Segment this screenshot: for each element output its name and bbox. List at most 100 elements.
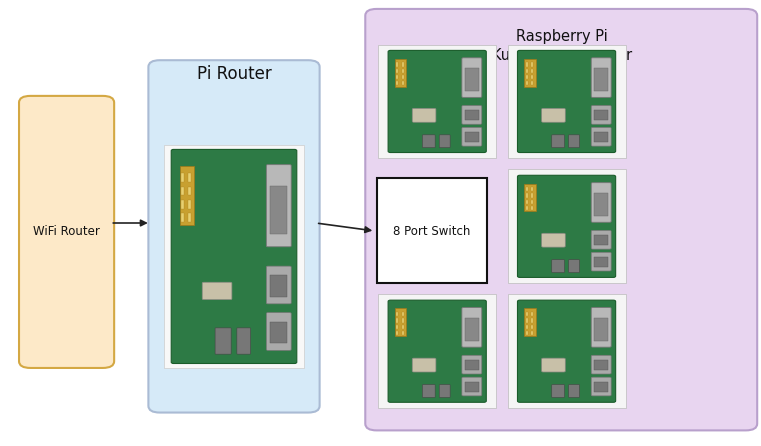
Bar: [164, 145, 304, 368]
FancyBboxPatch shape: [462, 128, 482, 146]
FancyBboxPatch shape: [591, 231, 611, 249]
Bar: [188, 200, 191, 209]
FancyBboxPatch shape: [266, 165, 291, 247]
Bar: [594, 68, 608, 91]
Bar: [526, 312, 528, 316]
Bar: [465, 318, 479, 341]
Bar: [594, 193, 608, 216]
Bar: [378, 294, 496, 408]
Bar: [531, 62, 533, 66]
Bar: [402, 312, 404, 316]
Bar: [188, 186, 191, 195]
Bar: [524, 59, 536, 87]
FancyBboxPatch shape: [202, 282, 232, 300]
Bar: [531, 312, 533, 316]
Bar: [396, 331, 399, 335]
FancyBboxPatch shape: [422, 384, 435, 397]
Text: 8 Port Switch: 8 Port Switch: [393, 224, 470, 238]
Bar: [526, 62, 528, 66]
FancyBboxPatch shape: [388, 300, 486, 402]
Bar: [531, 318, 533, 322]
Bar: [395, 59, 406, 87]
Bar: [270, 322, 288, 343]
Bar: [396, 75, 399, 79]
FancyBboxPatch shape: [552, 384, 565, 397]
Bar: [181, 213, 184, 222]
FancyBboxPatch shape: [568, 384, 579, 397]
Bar: [526, 187, 528, 191]
Bar: [402, 325, 404, 329]
Bar: [396, 62, 399, 66]
FancyBboxPatch shape: [542, 108, 565, 122]
Bar: [270, 276, 288, 297]
Bar: [270, 186, 288, 234]
FancyBboxPatch shape: [148, 60, 320, 413]
FancyBboxPatch shape: [439, 135, 450, 148]
FancyBboxPatch shape: [591, 58, 611, 97]
Bar: [508, 45, 626, 158]
FancyBboxPatch shape: [266, 313, 291, 351]
Bar: [402, 318, 404, 322]
Bar: [531, 194, 533, 198]
Bar: [526, 194, 528, 198]
FancyBboxPatch shape: [19, 96, 114, 368]
Bar: [594, 360, 608, 370]
FancyBboxPatch shape: [439, 384, 450, 397]
Bar: [465, 111, 479, 120]
Bar: [526, 81, 528, 85]
FancyBboxPatch shape: [542, 358, 565, 372]
Bar: [402, 62, 404, 66]
FancyBboxPatch shape: [517, 300, 616, 402]
Text: Raspberry Pi
Kubernetes Cluster: Raspberry Pi Kubernetes Cluster: [492, 29, 632, 62]
FancyBboxPatch shape: [462, 106, 482, 124]
FancyBboxPatch shape: [591, 308, 611, 347]
Bar: [402, 331, 404, 335]
FancyBboxPatch shape: [462, 355, 482, 374]
FancyBboxPatch shape: [591, 355, 611, 374]
FancyBboxPatch shape: [412, 358, 436, 372]
Bar: [402, 81, 404, 85]
Bar: [594, 111, 608, 120]
FancyBboxPatch shape: [552, 135, 565, 148]
Bar: [526, 75, 528, 79]
FancyBboxPatch shape: [412, 108, 436, 122]
Bar: [181, 173, 184, 182]
Bar: [594, 382, 608, 392]
Bar: [526, 325, 528, 329]
Bar: [531, 81, 533, 85]
Bar: [188, 173, 191, 182]
Bar: [181, 200, 184, 209]
FancyBboxPatch shape: [517, 175, 616, 277]
FancyBboxPatch shape: [422, 135, 435, 148]
FancyBboxPatch shape: [237, 328, 250, 354]
FancyBboxPatch shape: [552, 260, 565, 273]
FancyBboxPatch shape: [568, 260, 579, 273]
Bar: [531, 325, 533, 329]
Bar: [526, 206, 528, 210]
Bar: [396, 69, 399, 73]
FancyBboxPatch shape: [388, 50, 486, 153]
Bar: [531, 206, 533, 210]
Bar: [508, 294, 626, 408]
Bar: [465, 68, 479, 91]
Bar: [402, 69, 404, 73]
FancyBboxPatch shape: [266, 266, 291, 304]
FancyBboxPatch shape: [462, 377, 482, 396]
FancyBboxPatch shape: [591, 128, 611, 146]
Bar: [396, 312, 399, 316]
FancyBboxPatch shape: [591, 183, 611, 222]
Bar: [531, 75, 533, 79]
Bar: [465, 382, 479, 392]
FancyBboxPatch shape: [365, 9, 757, 430]
Text: Pi Router: Pi Router: [196, 65, 272, 83]
Bar: [181, 186, 184, 195]
Bar: [396, 325, 399, 329]
Bar: [402, 75, 404, 79]
Bar: [526, 331, 528, 335]
Bar: [526, 318, 528, 322]
Bar: [531, 69, 533, 73]
Bar: [524, 184, 536, 211]
Bar: [524, 309, 536, 336]
Bar: [378, 45, 496, 158]
FancyBboxPatch shape: [462, 308, 482, 347]
